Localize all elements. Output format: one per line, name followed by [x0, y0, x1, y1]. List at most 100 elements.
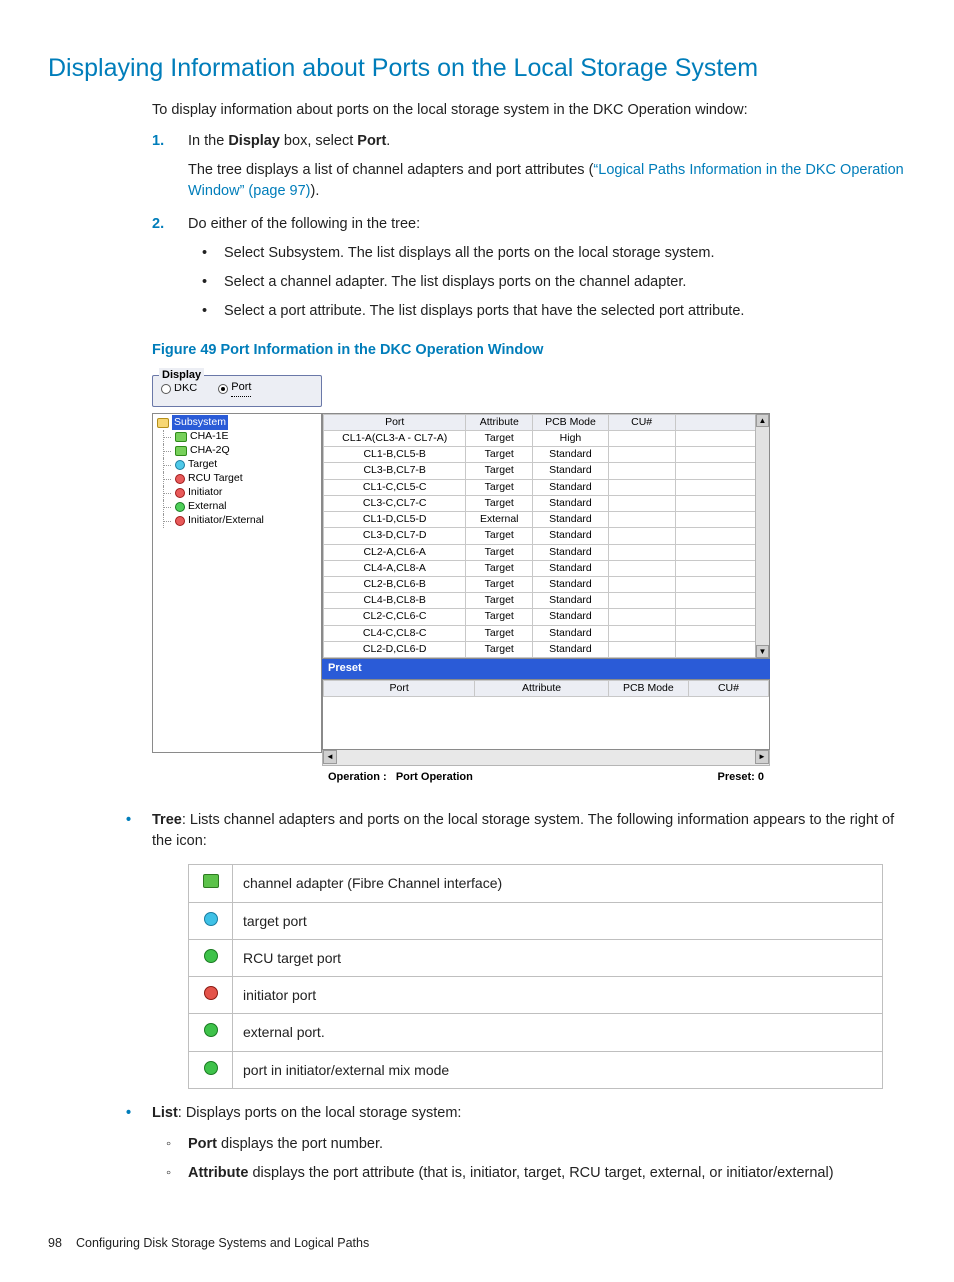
text: In the: [188, 133, 228, 149]
folder-icon: [157, 418, 169, 428]
column-header[interactable]: Port: [324, 414, 466, 430]
table-row[interactable]: CL3-B,CL7-BTargetStandard: [324, 463, 769, 479]
bold-list: List: [152, 1105, 178, 1121]
tree-node[interactable]: Initiator/External: [153, 514, 321, 528]
legend-text: initiator port: [233, 977, 883, 1014]
table-row[interactable]: CL2-D,CL6-DTargetStandard: [324, 641, 769, 657]
table-row[interactable]: CL4-A,CL8-ATargetStandard: [324, 560, 769, 576]
green-icon: [175, 432, 187, 442]
step-1: 1. In the Display box, select Port. The …: [152, 131, 906, 202]
table-cell: [608, 447, 675, 463]
tree-node[interactable]: Initiator: [153, 486, 321, 500]
horizontal-scrollbar[interactable]: ◄ ►: [322, 750, 770, 766]
table-cell: Standard: [533, 463, 609, 479]
legend-row: port in initiator/external mix mode: [189, 1051, 883, 1088]
table-cell: [608, 576, 675, 592]
procedure-list: 1. In the Display box, select Port. The …: [152, 131, 906, 322]
legend-text: external port.: [233, 1014, 883, 1051]
text: The tree displays a list of channel adap…: [188, 162, 593, 178]
grn-icon: [204, 1061, 218, 1075]
table-cell: Standard: [533, 512, 609, 528]
table-cell: Standard: [533, 447, 609, 463]
figure-caption: Figure 49 Port Information in the DKC Op…: [152, 340, 906, 361]
page-footer: 98 Configuring Disk Storage Systems and …: [48, 1234, 906, 1252]
table-row[interactable]: CL1-B,CL5-BTargetStandard: [324, 447, 769, 463]
column-header[interactable]: Attribute: [475, 681, 609, 697]
table-row[interactable]: CL1-C,CL5-CTargetStandard: [324, 479, 769, 495]
scroll-up-icon[interactable]: ▲: [756, 414, 769, 427]
tree-node-label: External: [188, 499, 227, 514]
table-cell: Target: [466, 479, 533, 495]
column-header[interactable]: CU#: [608, 414, 675, 430]
icon-legend-table: channel adapter (Fibre Channel interface…: [188, 864, 883, 1089]
table-cell: [608, 560, 675, 576]
column-header[interactable]: PCB Mode: [533, 414, 609, 430]
vertical-scrollbar[interactable]: ▲ ▼: [755, 414, 769, 658]
column-header[interactable]: Port: [324, 681, 475, 697]
footer-title: Configuring Disk Storage Systems and Log…: [76, 1236, 369, 1250]
text: : Lists channel adapters and ports on th…: [152, 812, 894, 849]
preset-header: Preset: [322, 659, 770, 679]
body-content: To display information about ports on th…: [152, 100, 906, 1184]
bold-display: Display: [228, 133, 280, 149]
list-explanation: List: Displays ports on the local storag…: [116, 1103, 906, 1184]
table-row[interactable]: CL3-D,CL7-DTargetStandard: [324, 528, 769, 544]
legend-row: initiator port: [189, 977, 883, 1014]
tree-node[interactable]: External: [153, 500, 321, 514]
table-cell: External: [466, 512, 533, 528]
table-cell: [608, 512, 675, 528]
table-cell: Standard: [533, 479, 609, 495]
table-row[interactable]: CL1-D,CL5-DExternalStandard: [324, 512, 769, 528]
tree-panel[interactable]: SubsystemCHA-1ECHA-2QTargetRCU TargetIni…: [152, 413, 322, 753]
legend-icon-cell: [189, 1014, 233, 1051]
table-row[interactable]: CL2-A,CL6-ATargetStandard: [324, 544, 769, 560]
table-cell: [608, 528, 675, 544]
table-row[interactable]: CL3-C,CL7-CTargetStandard: [324, 495, 769, 511]
table-cell: Target: [466, 625, 533, 641]
tree-node-label: Target: [188, 457, 217, 472]
preset-grid[interactable]: PortAttributePCB ModeCU#: [322, 679, 770, 750]
table-cell: CL3-C,CL7-C: [324, 495, 466, 511]
table-row[interactable]: CL2-B,CL6-BTargetStandard: [324, 576, 769, 592]
sub-bold: Attribute: [188, 1165, 248, 1181]
tree-explanation: Tree: Lists channel adapters and ports o…: [116, 810, 906, 1089]
table-cell: CL1-B,CL5-B: [324, 447, 466, 463]
bullet-item: Select Subsystem. The list displays all …: [188, 243, 906, 264]
table-row[interactable]: CL4-C,CL8-CTargetStandard: [324, 625, 769, 641]
bullet-item: Select a port attribute. The list displa…: [188, 301, 906, 322]
table-row[interactable]: CL2-C,CL6-CTargetStandard: [324, 609, 769, 625]
table-cell: CL1-A(CL3-A - CL7-A): [324, 431, 466, 447]
table-row[interactable]: CL1-A(CL3-A - CL7-A)TargetHigh: [324, 431, 769, 447]
tree-node[interactable]: CHA-1E: [153, 430, 321, 444]
tree-node[interactable]: CHA-2Q: [153, 444, 321, 458]
column-header[interactable]: CU#: [688, 681, 768, 697]
step-1-line-1: In the Display box, select Port.: [188, 131, 906, 152]
table-cell: Standard: [533, 593, 609, 609]
table-cell: Target: [466, 544, 533, 560]
table-cell: [608, 625, 675, 641]
legend-icon-cell: [189, 939, 233, 976]
column-header[interactable]: PCB Mode: [608, 681, 688, 697]
column-header[interactable]: Attribute: [466, 414, 533, 430]
table-cell: [608, 593, 675, 609]
scroll-left-icon[interactable]: ◄: [323, 750, 337, 764]
legend-row: channel adapter (Fibre Channel interface…: [189, 865, 883, 902]
grn-icon: [204, 1023, 218, 1037]
legend-icon-cell: [189, 977, 233, 1014]
port-grid[interactable]: PortAttributePCB ModeCU#CL1-A(CL3-A - CL…: [322, 413, 770, 659]
table-row[interactable]: CL4-B,CL8-BTargetStandard: [324, 593, 769, 609]
tree-node[interactable]: RCU Target: [153, 472, 321, 486]
table-cell: [608, 609, 675, 625]
table-cell: Standard: [533, 641, 609, 657]
radio-port[interactable]: Port: [218, 380, 251, 397]
red-icon: [175, 488, 185, 498]
tree-node[interactable]: Subsystem: [153, 416, 321, 430]
red-icon: [175, 516, 185, 526]
scroll-right-icon[interactable]: ►: [755, 750, 769, 764]
table-cell: CL1-D,CL5-D: [324, 512, 466, 528]
text: .: [386, 133, 390, 149]
scroll-down-icon[interactable]: ▼: [756, 645, 769, 658]
grn-icon: [204, 949, 218, 963]
tree-node[interactable]: Target: [153, 458, 321, 472]
table-cell: High: [533, 431, 609, 447]
